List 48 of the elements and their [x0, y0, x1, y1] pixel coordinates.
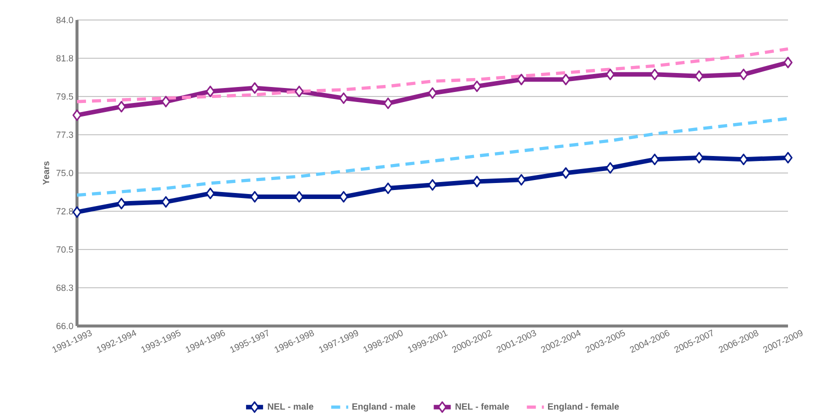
- point: [739, 154, 748, 166]
- y-tick-label: 75.0: [56, 170, 74, 176]
- point: [561, 74, 570, 86]
- point: [116, 100, 126, 112]
- point: [561, 167, 570, 179]
- y-tick-label: 66.0: [56, 322, 74, 330]
- point: [339, 92, 348, 104]
- legend-label: NEL - male: [268, 403, 314, 410]
- point: [384, 182, 393, 194]
- point: [294, 86, 304, 98]
- point: [516, 74, 526, 86]
- point: [116, 198, 126, 210]
- point: [161, 196, 170, 208]
- y-tick-label: 77.3: [56, 132, 74, 138]
- y-tick-label: 84.0: [56, 16, 74, 24]
- y-tick-label: 79.5: [56, 93, 74, 100]
- point: [784, 152, 793, 164]
- point: [161, 96, 170, 108]
- y-tick-label: 68.3: [56, 284, 74, 291]
- point: [472, 80, 482, 92]
- legend-label: England - male: [352, 403, 416, 412]
- point: [516, 174, 526, 186]
- point: [650, 154, 660, 166]
- point: [428, 87, 438, 99]
- point: [294, 191, 304, 203]
- point: [72, 109, 82, 121]
- point: [250, 82, 260, 94]
- legend-label: NEL - female: [456, 403, 510, 410]
- point: [206, 86, 215, 98]
- point: [206, 188, 215, 200]
- point: [694, 70, 704, 82]
- point: [339, 191, 348, 203]
- y-axis-title: Years: [42, 161, 50, 185]
- point: [72, 206, 82, 218]
- point: [650, 68, 660, 80]
- point: [739, 68, 748, 80]
- point: [472, 176, 482, 188]
- point: [250, 191, 260, 203]
- point: [606, 162, 615, 174]
- point: [606, 68, 615, 80]
- y-tick-label: 70.5: [56, 246, 74, 253]
- legend-label: England - female: [548, 403, 619, 412]
- y-tick-label: 72.8: [56, 208, 74, 214]
- point: [784, 56, 793, 68]
- y-tick-label: 81.8: [56, 55, 74, 62]
- point: [384, 98, 393, 110]
- point: [428, 179, 438, 191]
- point: [694, 152, 704, 164]
